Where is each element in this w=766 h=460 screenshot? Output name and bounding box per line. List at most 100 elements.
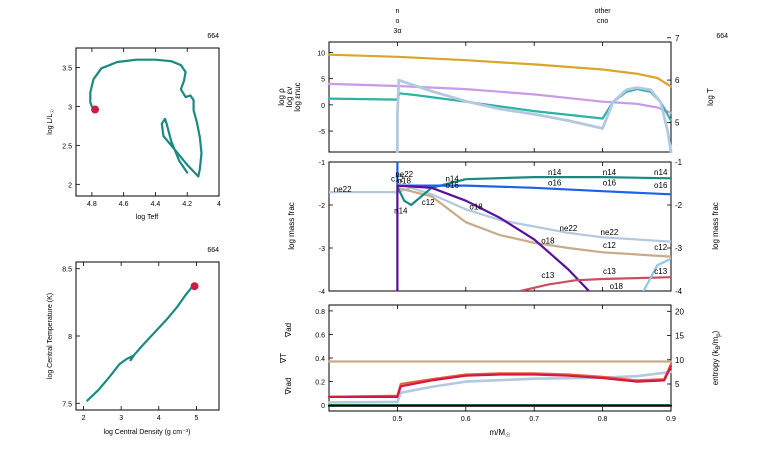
- species-label: n14: [654, 168, 668, 177]
- burning-region-label: o: [395, 18, 399, 25]
- species-label: c13: [541, 271, 554, 280]
- species-label: n14: [548, 168, 562, 177]
- hr-xtick-label: 4.4: [151, 201, 161, 208]
- burning-region-label: 3α: [393, 28, 401, 35]
- center-ticks: 2 3 4 5 7.5 8 8.5: [62, 262, 198, 422]
- structure-line: [327, 53, 673, 88]
- structure-ytick-label: 10: [317, 50, 325, 57]
- hr-corner-label: 664: [207, 33, 219, 40]
- structure-lines: [327, 53, 673, 154]
- hr-ticks: 4.8 4.6 4.4 4.2 4 2 2.5 3 3.5: [62, 48, 221, 208]
- center-xlabel: log Central Density (g cm⁻³): [104, 429, 191, 436]
- center-track: [86, 282, 199, 402]
- center-ytick-label: 8.5: [62, 267, 72, 274]
- species-label: o16: [445, 181, 459, 190]
- hr-xtick-label: 4.6: [119, 201, 129, 208]
- gradients-rtick-label: 20: [675, 307, 684, 316]
- gradients-ytick-label: 0.4: [315, 356, 325, 363]
- species-label: c12: [391, 174, 404, 183]
- structure-left-label: log εnuc: [293, 82, 302, 111]
- gradients-xtick-label: 0.6: [461, 416, 471, 423]
- species-label: ne22: [395, 170, 413, 179]
- structure-ytick-label: 0: [321, 103, 325, 110]
- structure-ytick-label: -5: [319, 129, 325, 136]
- abundance-frame: [328, 161, 672, 292]
- abundance-right-ylabel: log mass frac: [711, 202, 720, 250]
- center-corner-label: 664: [207, 247, 219, 254]
- center-ytick-label: 7.5: [62, 401, 72, 408]
- gradient-left-label: ∇ad: [284, 323, 293, 338]
- hr-ytick-label: 3.5: [62, 65, 72, 72]
- hr-diagram-panel: 664 log Teff log L/L☉ 4.8 4.6 4.4 4.2 4 2 2.5 3…: [47, 33, 221, 221]
- species-label: n14: [394, 207, 408, 216]
- burning-region-label: cno: [597, 18, 608, 25]
- structure-rtick-label: 7: [675, 34, 680, 43]
- center-ytick-label: 8: [68, 334, 72, 341]
- center-panel: 664 log Central Density (g cm⁻³) log Cen…: [47, 247, 220, 436]
- species-label: n14: [603, 168, 617, 177]
- structure-left-label: log ρ: [277, 88, 286, 106]
- abundance-line: [396, 186, 671, 291]
- abundance-line: [396, 184, 590, 291]
- gradients-ytick-label: 0: [321, 403, 325, 410]
- structure-right-label: log T: [706, 88, 715, 106]
- species-label: o16: [654, 181, 668, 190]
- species-label: c12: [422, 198, 435, 207]
- abundance-ytick-label: -3: [319, 246, 325, 253]
- center-track-line: [86, 285, 194, 402]
- structure-left-label: log εν: [285, 87, 294, 107]
- center-ylabel: log Central Temperature (K): [47, 293, 54, 379]
- structure-rtick-label: 5: [675, 118, 680, 127]
- hr-ytick-label: 3: [68, 104, 72, 111]
- species-label: o16: [603, 179, 617, 188]
- gradients-rtick-label: 5: [675, 380, 680, 389]
- species-label: ne22: [560, 224, 578, 233]
- center-xtick-label: 3: [119, 415, 123, 422]
- hr-xtick-label: 4: [217, 201, 221, 208]
- structure-corner-label: 664: [716, 33, 728, 40]
- gradients-xtick-label: 0.5: [393, 416, 403, 423]
- hr-track-line: [89, 58, 203, 178]
- abundance-ylabel: log mass frac: [287, 202, 296, 250]
- gradient-left-label: ∇T: [279, 353, 288, 364]
- gradients-rtick-label: 10: [675, 356, 684, 365]
- abundance-rtick-label: -1: [675, 158, 683, 167]
- hr-ytick-label: 2: [68, 182, 72, 189]
- hr-track: [89, 58, 203, 178]
- center-xtick-label: 2: [82, 415, 86, 422]
- gradients-rtick-label: 15: [675, 332, 684, 341]
- structure-ytick-label: 5: [321, 77, 325, 84]
- abundance-ticks: -4 -3 -2 -1 -4 -3 -2 -1: [319, 158, 683, 296]
- hr-xtick-label: 4.8: [87, 201, 97, 208]
- abundance-line: [329, 186, 671, 243]
- species-label: ne22: [334, 185, 352, 194]
- gradients-xlabel: m/M☉: [490, 428, 511, 439]
- species-label: ne22: [601, 228, 619, 237]
- gradient-left-label: ∇rad: [284, 378, 293, 396]
- gradients-xtick-label: 0.9: [666, 416, 676, 423]
- structure-rtick-label: 6: [675, 76, 680, 85]
- hr-current-marker: [91, 105, 100, 114]
- hr-frame: [75, 47, 220, 197]
- gradients-ytick-label: 0.8: [315, 309, 325, 316]
- abundance-panel: log mass frac log mass frac -4 -3 -2 -1 -4 -3…: [287, 158, 720, 296]
- abundance-line: [396, 176, 671, 207]
- hr-ylabel: log L/L☉: [47, 109, 56, 135]
- species-label: o18: [610, 282, 624, 291]
- burning-region-label: n: [395, 8, 399, 15]
- entropy-label: entropy (kB/mp): [711, 330, 722, 385]
- abundance-lines: [329, 162, 671, 291]
- hr-ytick-label: 2.5: [62, 143, 72, 150]
- structure-frame: [328, 41, 672, 153]
- gradient-line: [327, 365, 673, 398]
- gradients-side-labels: ∇ad ∇T ∇rad: [279, 323, 293, 396]
- abundance-ytick-label: -4: [319, 289, 325, 296]
- species-label: c12: [654, 243, 667, 252]
- abundance-line: [642, 257, 671, 291]
- structure-ticks: -5 0 5 10 5 6 7: [317, 34, 680, 152]
- center-xtick-label: 4: [157, 415, 161, 422]
- structure-line: [396, 78, 673, 154]
- abundance-rtick-label: -4: [675, 287, 683, 296]
